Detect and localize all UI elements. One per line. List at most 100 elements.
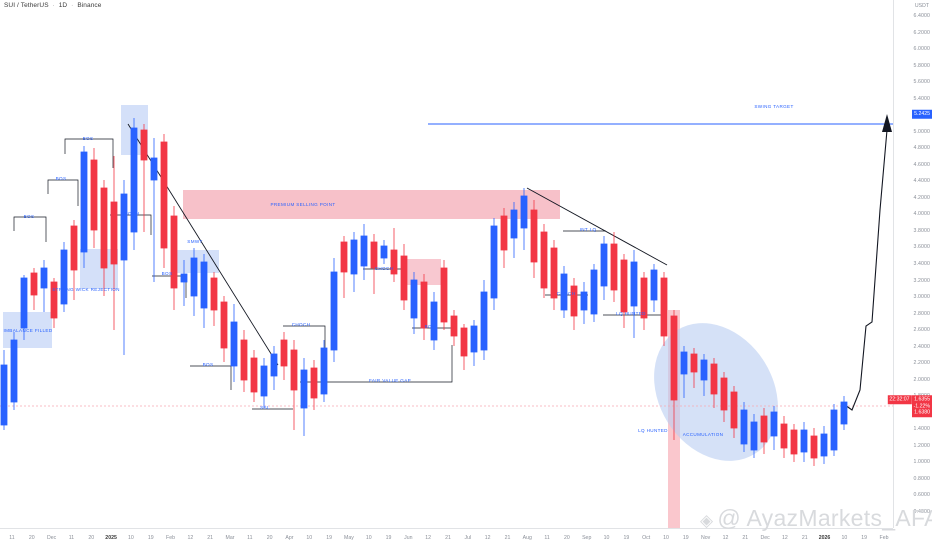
symbol-name: SUI / TetherUS bbox=[4, 2, 49, 9]
choch-bracket-2 bbox=[283, 325, 326, 350]
projection-path bbox=[844, 129, 888, 411]
time-axis-tick: 11 bbox=[247, 535, 253, 541]
candle-group-2 bbox=[170, 206, 328, 436]
time-axis-tick: Oct bbox=[642, 535, 651, 541]
last-price-badge[interactable]: 22:32:07 1.6355 -1.22% 1.6380 bbox=[887, 395, 932, 417]
time-axis-tick: Feb bbox=[166, 535, 176, 541]
time-axis-tick: 20 bbox=[88, 535, 95, 541]
last-price-extra: 1.6380 bbox=[914, 409, 930, 416]
price-axis-tick: 4.6000 bbox=[913, 161, 930, 168]
exchange-label: Binance bbox=[77, 2, 102, 9]
price-axis-tick: 3.2000 bbox=[913, 277, 930, 284]
time-axis-tick: 2026 bbox=[818, 535, 831, 541]
time-axis-tick: 10 bbox=[841, 535, 848, 541]
price-axis-unit: USDT bbox=[914, 3, 929, 9]
watermark: ◈ @ AyazMarkets_AFA bbox=[700, 505, 932, 532]
time-axis-tick: 11 bbox=[9, 535, 15, 541]
candle-group-4 bbox=[500, 188, 658, 338]
time-axis-tick: 21 bbox=[445, 535, 451, 541]
candlestick-svg bbox=[0, 105, 893, 528]
bos-bracket-5 bbox=[190, 365, 232, 390]
last-price-value: 1.6355 bbox=[914, 396, 930, 403]
fair-value-gap-line bbox=[300, 345, 453, 383]
time-axis-tick: 20 bbox=[564, 535, 570, 541]
price-axis-tick: 2.4000 bbox=[913, 343, 930, 350]
time-axis-tick: 21 bbox=[801, 535, 808, 541]
time-axis-tick: 19 bbox=[623, 535, 630, 541]
zone-smwt bbox=[176, 250, 219, 273]
price-axis-tick: 5.8000 bbox=[913, 62, 930, 69]
time-axis-tick: 12 bbox=[484, 535, 491, 541]
price-axis-tick: 2.8000 bbox=[913, 310, 930, 317]
chart-plot-area[interactable]: IMBALANCE FILLED BOS BOS BOS STRONG WICK REJ… bbox=[0, 10, 893, 528]
time-axis-tick: 10 bbox=[306, 535, 313, 541]
time-axis-tick: 19 bbox=[385, 535, 392, 541]
time-axis-tick: 11 bbox=[544, 535, 550, 541]
time-axis-tick: Feb bbox=[879, 535, 889, 541]
time-axis-tick: Apr bbox=[285, 535, 294, 541]
bos-bracket-2 bbox=[47, 179, 79, 206]
price-axis-tick: 2.6000 bbox=[913, 327, 930, 334]
candle-group-5 bbox=[660, 272, 848, 466]
zone-imbalance-filled bbox=[3, 312, 52, 348]
swing-target-price-badge[interactable]: 5.2425 bbox=[912, 109, 932, 119]
time-axis-tick: 2025 bbox=[105, 535, 117, 541]
bos-bracket-1 bbox=[13, 216, 47, 242]
price-axis-tick: 0.6000 bbox=[913, 492, 930, 499]
zone-premium-selling-point bbox=[183, 190, 560, 219]
price-axis-tick: 4.2000 bbox=[913, 194, 930, 201]
price-axis-tick: 3.0000 bbox=[913, 294, 930, 301]
time-axis-tick: 21 bbox=[207, 535, 214, 541]
header-separator-2: · bbox=[71, 2, 74, 9]
price-axis-tick: 3.8000 bbox=[913, 227, 930, 234]
time-axis-tick: Jul bbox=[464, 535, 472, 541]
time-axis-tick: 12 bbox=[722, 535, 729, 541]
last-price-time: 22:32:07 bbox=[887, 395, 912, 404]
price-axis-tick: 3.4000 bbox=[913, 261, 930, 267]
time-axis-tick: 21 bbox=[504, 535, 511, 541]
price-axis-tick: 5.4000 bbox=[913, 95, 930, 102]
timeframe-label[interactable]: 1D bbox=[58, 2, 68, 9]
time-axis[interactable]: 11 20 Dec 11 20 2025 10 19 Feb 12 21 Mar 11 20 Apr 10 19… bbox=[0, 528, 893, 550]
time-axis-tick: Mar bbox=[225, 535, 235, 541]
time-axis-tick: 11 bbox=[68, 535, 75, 541]
time-axis-tick: 19 bbox=[682, 535, 689, 541]
price-axis-tick: 4.0000 bbox=[913, 211, 930, 218]
zone-choch-supply bbox=[404, 259, 441, 285]
time-axis-tick: 19 bbox=[326, 535, 332, 541]
price-axis-tick: 2.0000 bbox=[913, 376, 930, 383]
time-axis-tick: Jun bbox=[404, 535, 413, 541]
price-axis-tick: 4.8000 bbox=[913, 145, 930, 152]
price-axis-tick: 0.4000 bbox=[913, 509, 930, 515]
time-axis-tick: 12 bbox=[425, 535, 432, 541]
price-axis-tick: 4.4000 bbox=[913, 178, 930, 185]
price-axis-tick: 2.2000 bbox=[913, 360, 930, 367]
time-axis-tick: 10 bbox=[365, 535, 372, 541]
price-axis-tick: 1.2000 bbox=[913, 442, 930, 449]
projection-arrowhead bbox=[882, 114, 892, 132]
price-axis-tick: 6.4000 bbox=[913, 13, 930, 19]
time-axis-tick: 10 bbox=[128, 535, 134, 541]
time-axis-tick: 10 bbox=[603, 535, 610, 541]
swing-target-price-value: 5.2425 bbox=[914, 110, 930, 117]
watermark-text: @ AyazMarkets_AFA bbox=[717, 505, 932, 531]
price-axis-tick: 3.6000 bbox=[913, 244, 930, 251]
candle-series bbox=[0, 118, 848, 466]
price-axis[interactable]: USDT 6.4000 6.2000 6.0000 5.8000 5.6000 5.400… bbox=[887, 0, 932, 528]
price-axis-tick: 1.0000 bbox=[913, 459, 930, 466]
time-axis-tick: 19 bbox=[147, 535, 154, 541]
time-axis-tick: Nov bbox=[701, 535, 711, 541]
candle-group-3 bbox=[330, 218, 498, 370]
time-axis-tick: Sep bbox=[582, 535, 592, 541]
candle-group-1 bbox=[0, 118, 168, 430]
bos-bracket-3 bbox=[64, 138, 114, 168]
time-axis-tick: May bbox=[344, 535, 354, 541]
price-axis-tick: 6.2000 bbox=[913, 29, 930, 36]
header-separator-1: · bbox=[52, 2, 55, 9]
chart-symbol-header[interactable]: SUI / TetherUS · 1D · Binance bbox=[4, 2, 102, 9]
price-axis-tick: 1.4000 bbox=[913, 426, 930, 433]
price-axis-tick: 5.0000 bbox=[913, 128, 930, 135]
time-axis-tick: 12 bbox=[782, 535, 788, 541]
time-axis-tick: 20 bbox=[28, 535, 35, 541]
